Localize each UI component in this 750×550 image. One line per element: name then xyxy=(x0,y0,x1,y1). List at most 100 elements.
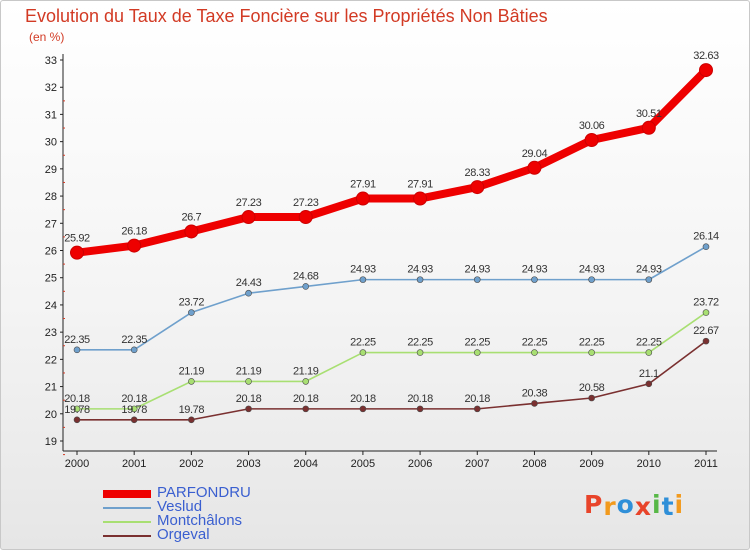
data-label: 24.93 xyxy=(407,264,433,276)
data-label: 21.19 xyxy=(179,365,205,377)
data-label: 24.93 xyxy=(522,264,548,276)
data-label: 25.92 xyxy=(64,233,90,245)
y-tick-label: 33 xyxy=(45,55,57,67)
legend-label: Orgeval xyxy=(157,526,210,543)
y-tick-label: 26 xyxy=(45,246,57,258)
data-label: 22.25 xyxy=(522,337,548,349)
data-point xyxy=(188,309,195,316)
data-label: 20.18 xyxy=(236,393,262,405)
data-label: 22.25 xyxy=(350,337,376,349)
chart-title: Evolution du Taux de Taxe Foncière sur l… xyxy=(25,6,548,26)
axes: 19 20 21 22 23 24 25 26 27 28 29 30 31 32 33 2000 2001 20… xyxy=(45,54,718,470)
data-point xyxy=(130,405,138,413)
series-layer xyxy=(70,63,713,424)
data-point xyxy=(702,337,710,345)
y-tick-label: 30 xyxy=(45,137,57,149)
data-point xyxy=(584,133,599,148)
data-label: 22.25 xyxy=(465,337,491,349)
data-point xyxy=(473,276,481,283)
data-point xyxy=(245,405,252,413)
x-tick-label: 2004 xyxy=(293,458,317,470)
x-tick-label: 2010 xyxy=(637,458,661,470)
data-point xyxy=(70,245,84,260)
data-label: 28.33 xyxy=(465,167,491,179)
data-label: 24.68 xyxy=(293,270,319,282)
data-point xyxy=(245,289,252,297)
data-point xyxy=(641,120,656,135)
data-point xyxy=(413,191,428,206)
data-label: 20.38 xyxy=(522,387,548,399)
data-label: 21.19 xyxy=(293,365,319,377)
data-label: 27.23 xyxy=(293,197,319,209)
legend-swatch xyxy=(103,535,151,537)
legend-label: Montchâlons xyxy=(157,512,243,529)
data-label: 30.51 xyxy=(636,108,662,120)
data-point xyxy=(127,238,142,253)
y-tick-label: 20 xyxy=(45,409,57,421)
data-label: 22.25 xyxy=(579,337,605,349)
y-tick-label: 24 xyxy=(45,300,57,312)
proxiti-logo: Proxiti xyxy=(584,490,685,521)
x-tick-label: 2006 xyxy=(408,458,432,470)
y-tick-label: 32 xyxy=(45,82,57,94)
data-point xyxy=(130,416,138,424)
x-tick-label: 2007 xyxy=(465,458,489,470)
y-tick-label: 22 xyxy=(45,354,57,366)
data-label: 19.78 xyxy=(121,404,147,416)
data-label: 22.25 xyxy=(407,337,433,349)
series-orgeval xyxy=(73,337,710,424)
data-label: 20.58 xyxy=(579,382,605,394)
data-label: 29.04 xyxy=(522,148,548,160)
data-point xyxy=(359,405,367,413)
data-point xyxy=(702,243,710,250)
series-line xyxy=(76,245,707,351)
legend: PARFONDRU Veslud Montchâlons Orgeval xyxy=(103,484,323,543)
data-label: 26.14 xyxy=(693,231,719,243)
data-label: 23.72 xyxy=(693,297,719,309)
logo-letter: i xyxy=(674,490,685,519)
y-tick-label: 25 xyxy=(45,273,57,285)
data-point xyxy=(645,349,653,356)
y-tick-label: 29 xyxy=(45,164,57,176)
x-tick-label: 2000 xyxy=(65,458,89,470)
data-point xyxy=(473,405,481,413)
data-point xyxy=(359,276,367,283)
data-label: 26.18 xyxy=(121,226,147,238)
data-point xyxy=(470,180,485,195)
data-label: 27.23 xyxy=(236,197,262,209)
data-point xyxy=(188,416,195,424)
data-point xyxy=(531,276,538,283)
data-label: 26.7 xyxy=(181,211,201,223)
y-tick-label: 28 xyxy=(45,191,57,203)
data-label: 19.78 xyxy=(179,404,205,416)
data-point xyxy=(416,405,424,413)
x-tick-label: 2008 xyxy=(522,458,546,470)
legend-item-montchâlons: Montchâlons xyxy=(103,512,323,529)
data-label: 20.18 xyxy=(407,393,433,405)
data-label: 32.63 xyxy=(693,50,719,62)
x-tick-label: 2001 xyxy=(122,458,146,470)
data-label: 20.18 xyxy=(293,393,319,405)
data-point xyxy=(188,378,195,385)
data-point xyxy=(355,191,370,206)
data-point xyxy=(73,405,81,413)
data-label: 24.93 xyxy=(465,264,491,276)
series-veslud xyxy=(73,243,710,354)
data-point xyxy=(416,276,424,283)
data-label: 27.91 xyxy=(407,179,433,191)
data-point xyxy=(241,210,256,225)
series-line xyxy=(73,66,710,257)
logo-letter: r xyxy=(603,492,617,521)
series-line xyxy=(76,311,707,410)
y-tick-label: 31 xyxy=(45,109,57,121)
y-tick-label: 23 xyxy=(45,327,57,339)
legend-swatch xyxy=(103,507,151,509)
data-point xyxy=(588,349,595,356)
data-label: 22.35 xyxy=(64,334,90,346)
data-label: 27.91 xyxy=(350,179,376,191)
data-label: 20.18 xyxy=(350,393,376,405)
data-point xyxy=(473,349,481,356)
logo-letter: x xyxy=(634,492,652,521)
